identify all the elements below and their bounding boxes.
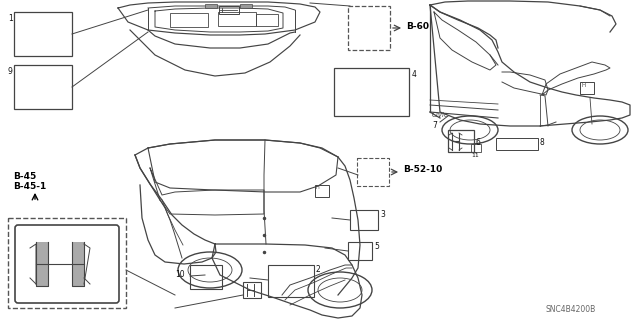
Bar: [243, 282, 261, 298]
Bar: [72, 242, 84, 286]
Bar: [348, 242, 372, 260]
Text: 6: 6: [475, 138, 480, 147]
Bar: [580, 82, 594, 94]
Text: H: H: [581, 83, 585, 88]
Text: Civic: Civic: [432, 112, 449, 118]
Text: B-60: B-60: [406, 22, 429, 31]
Bar: [334, 68, 409, 116]
Text: 11: 11: [471, 153, 479, 158]
Text: H: H: [315, 185, 319, 190]
Text: 10: 10: [175, 270, 185, 279]
Bar: [205, 4, 217, 8]
Bar: [36, 242, 48, 286]
Text: B-45: B-45: [13, 172, 36, 181]
Bar: [471, 144, 481, 152]
Text: SNC4B4200B: SNC4B4200B: [545, 305, 595, 314]
Text: 4: 4: [412, 70, 417, 79]
Text: 5: 5: [374, 242, 379, 251]
Bar: [14, 12, 72, 56]
Text: 8: 8: [540, 138, 545, 147]
Bar: [448, 130, 474, 152]
Bar: [315, 185, 329, 197]
Bar: [348, 6, 390, 50]
Bar: [268, 265, 314, 297]
Text: 2: 2: [316, 265, 321, 274]
Bar: [8, 218, 126, 308]
Text: 9: 9: [8, 67, 13, 76]
Text: 7: 7: [432, 121, 437, 130]
Text: B-45-1: B-45-1: [13, 182, 46, 191]
Text: B-52-10: B-52-10: [403, 165, 442, 174]
Bar: [219, 6, 239, 14]
Text: 1: 1: [8, 14, 13, 23]
Bar: [218, 12, 256, 26]
Bar: [14, 65, 72, 109]
Text: 3: 3: [380, 210, 385, 219]
Bar: [357, 158, 389, 186]
Bar: [240, 4, 252, 8]
Bar: [190, 265, 222, 289]
Bar: [170, 13, 208, 27]
Bar: [496, 138, 538, 150]
Bar: [350, 210, 378, 230]
Bar: [256, 14, 278, 26]
